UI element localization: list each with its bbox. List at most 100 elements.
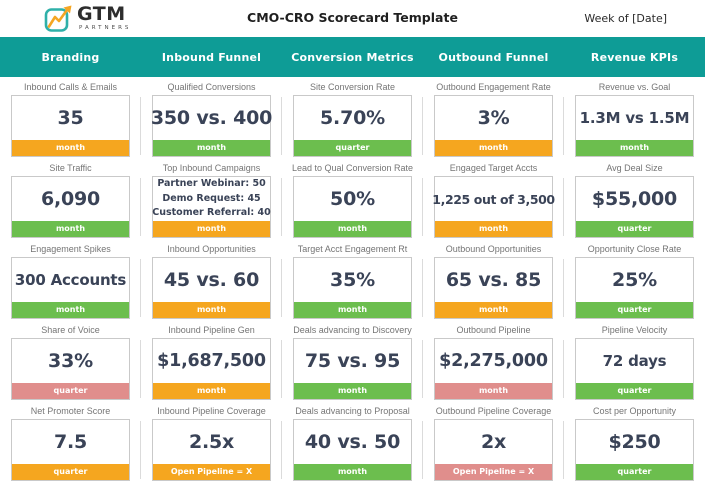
card-value: 1,225 out of 3,500: [432, 191, 555, 207]
card-inbound-opportunities[interactable]: 45 vs. 60 month: [152, 257, 271, 319]
cell: Engaged Target Accts 1,225 out of 3,500 …: [423, 161, 564, 242]
cell: Top Inbound Campaigns Partner Webinar: 5…: [141, 161, 282, 242]
period-badge: Open Pipeline = X: [435, 464, 552, 480]
week-of-date[interactable]: Week of [Date]: [584, 12, 667, 25]
cell: Inbound Pipeline Coverage 2.5x Open Pipe…: [141, 404, 282, 485]
card-value: $1,687,500: [157, 351, 266, 371]
top-bar: GTM PARTNERS CMO-CRO Scorecard Template …: [0, 0, 705, 37]
card-site-traffic[interactable]: 6,090 month: [11, 176, 130, 238]
card-value: 5.70%: [320, 107, 385, 129]
period-badge: month: [153, 302, 270, 318]
period-badge: quarter: [576, 302, 693, 318]
card-title: Site Conversion Rate: [309, 82, 396, 92]
period-badge: quarter: [12, 383, 129, 399]
period-badge: month: [435, 302, 552, 318]
cell: Qualified Conversions 350 vs. 400 month: [141, 80, 282, 161]
cell: Inbound Opportunities 45 vs. 60 month: [141, 242, 282, 323]
card-outbound-opportunities[interactable]: 65 vs. 85 month: [434, 257, 553, 319]
card-value: 45 vs. 60: [163, 269, 260, 291]
card-title: Inbound Pipeline Coverage: [157, 406, 266, 416]
card-title: Pipeline Velocity: [601, 325, 668, 335]
card-net-promoter-score[interactable]: 7.5 quarter: [11, 419, 130, 481]
card-opportunity-close-rate[interactable]: 25% quarter: [575, 257, 694, 319]
card-lead-to-qual-conversion-rate[interactable]: 50% month: [293, 176, 412, 238]
period-badge: month: [12, 302, 129, 318]
card-title: Cost per Opportunity: [592, 406, 677, 416]
card-avg-deal-size[interactable]: $55,000 quarter: [575, 176, 694, 238]
campaign-line: Demo Request: 45: [162, 192, 261, 204]
card-outbound-engagement-rate[interactable]: 3% month: [434, 95, 553, 157]
period-badge: month: [12, 221, 129, 237]
period-badge: month: [435, 140, 552, 156]
cell: Outbound Pipeline Coverage 2x Open Pipel…: [423, 404, 564, 485]
card-deals-advancing-to-discovery[interactable]: 75 vs. 95 month: [293, 338, 412, 400]
cell: Inbound Calls & Emails 35 month: [0, 80, 141, 161]
card-engaged-target-accts[interactable]: 1,225 out of 3,500 month: [432, 176, 555, 238]
cell: Outbound Pipeline $2,275,000 month: [423, 323, 564, 404]
column-header-conversion-metrics: Conversion Metrics: [291, 50, 414, 64]
card-outbound-pipeline[interactable]: $2,275,000 month: [434, 338, 553, 400]
card-value: 72 days: [602, 352, 667, 370]
cell: Lead to Qual Conversion Rate 50% month: [282, 161, 423, 242]
column-header-outbound-funnel: Outbound Funnel: [438, 50, 549, 64]
card-title: Inbound Calls & Emails: [23, 82, 118, 92]
cell: Target Acct Engagement Rt 35% month: [282, 242, 423, 323]
cell: Engagement Spikes 300 Accounts month: [0, 242, 141, 323]
card-value: $250: [608, 431, 661, 453]
card-title: Outbound Opportunities: [445, 244, 542, 254]
card-value: 40 vs. 50: [304, 431, 401, 453]
card-pipeline-velocity[interactable]: 72 days quarter: [575, 338, 694, 400]
card-value: 6,090: [40, 188, 101, 210]
column-header-branding: Branding: [41, 50, 100, 64]
period-badge: quarter: [576, 221, 693, 237]
cell: Inbound Pipeline Gen $1,687,500 month: [141, 323, 282, 404]
card-title: Qualified Conversions: [167, 82, 256, 92]
logo-subtitle: PARTNERS: [79, 24, 132, 31]
card-value: 35%: [330, 269, 375, 291]
trend-arrow-icon: [44, 5, 72, 32]
page-title: CMO-CRO Scorecard Template: [247, 10, 458, 25]
cell: Cost per Opportunity $250 quarter: [564, 404, 705, 485]
card-title: Outbound Engagement Rate: [436, 82, 551, 92]
card-cost-per-opportunity[interactable]: $250 quarter: [575, 419, 694, 481]
period-badge: month: [153, 221, 270, 238]
card-title: Engagement Spikes: [30, 244, 111, 254]
card-title: Deals advancing to Proposal: [295, 406, 410, 416]
card-title: Net Promoter Score: [30, 406, 111, 416]
card-site-conversion-rate[interactable]: 5.70% quarter: [293, 95, 412, 157]
card-engagement-spikes[interactable]: 300 Accounts month: [11, 257, 130, 319]
period-badge: month: [435, 383, 552, 399]
card-value: 35: [57, 107, 84, 129]
period-badge: month: [294, 302, 411, 318]
cell: Outbound Engagement Rate 3% month: [423, 80, 564, 161]
card-title: Engaged Target Accts: [449, 163, 538, 173]
card-share-of-voice[interactable]: 33% quarter: [11, 338, 130, 400]
cell: Deals advancing to Proposal 40 vs. 50 mo…: [282, 404, 423, 485]
card-title: Target Acct Engagement Rt: [297, 244, 408, 254]
cell: Share of Voice 33% quarter: [0, 323, 141, 404]
column-header-revenue-kpis: Revenue KPIs: [590, 50, 679, 64]
card-top-inbound-campaigns[interactable]: Partner Webinar: 50 Demo Request: 45 Cus…: [152, 176, 271, 238]
period-badge: month: [294, 464, 411, 480]
card-qualified-conversions[interactable]: 350 vs. 400 month: [151, 95, 272, 157]
card-title: Deals advancing to Discovery: [293, 325, 412, 335]
period-badge: month: [435, 221, 552, 237]
metric-grid: Inbound Calls & Emails 35 month Qualifie…: [0, 80, 705, 485]
card-title: Inbound Opportunities: [167, 244, 256, 254]
card-inbound-calls-emails[interactable]: 35 month: [11, 95, 130, 157]
card-value: 25%: [612, 269, 657, 291]
card-target-acct-engagement-rt[interactable]: 35% month: [293, 257, 412, 319]
card-inbound-pipeline-coverage[interactable]: 2.5x Open Pipeline = X: [152, 419, 271, 481]
cell: Revenue vs. Goal 1.3M vs 1.5M month: [564, 80, 705, 161]
card-outbound-pipeline-coverage[interactable]: 2x Open Pipeline = X: [434, 419, 553, 481]
period-badge: quarter: [576, 383, 693, 399]
card-deals-advancing-to-proposal[interactable]: 40 vs. 50 month: [293, 419, 412, 481]
cell: Outbound Opportunities 65 vs. 85 month: [423, 242, 564, 323]
card-inbound-pipeline-gen[interactable]: $1,687,500 month: [152, 338, 271, 400]
logo-brand: GTM: [77, 2, 126, 25]
card-revenue-vs-goal[interactable]: 1.3M vs 1.5M month: [575, 95, 694, 157]
card-value: 2x: [480, 431, 507, 453]
card-value: 7.5: [53, 431, 88, 453]
column-header-band: Branding Inbound Funnel Conversion Metri…: [0, 37, 705, 77]
